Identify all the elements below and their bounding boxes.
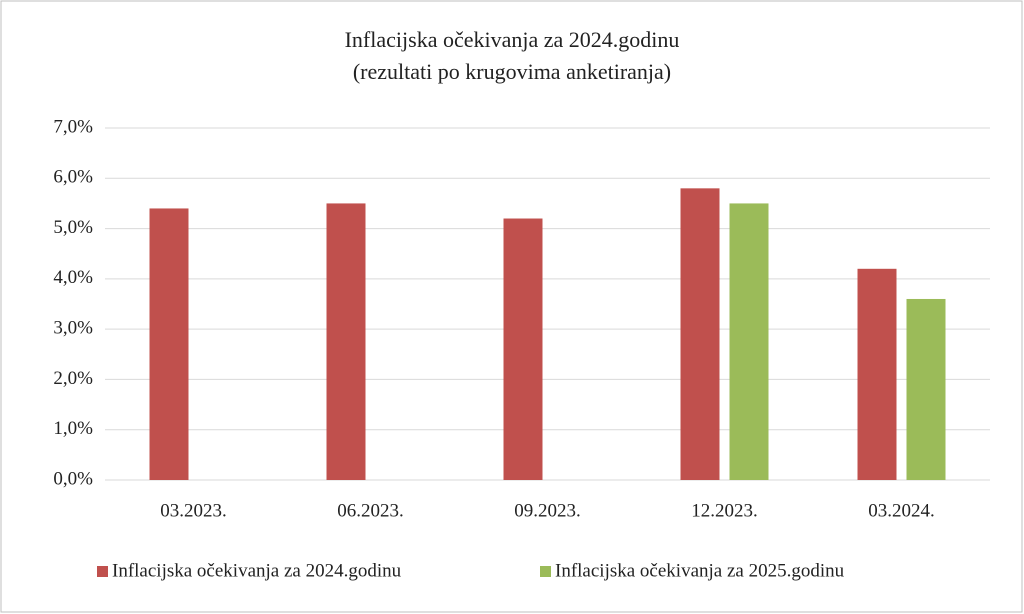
x-tick-label: 06.2023. [337,500,404,521]
legend-label: Inflacijska očekivanja za 2024.godinu [112,560,402,581]
x-tick-label: 09.2023. [514,500,581,521]
y-tick-label: 4,0% [53,267,93,288]
y-tick-label: 6,0% [53,167,93,188]
bar [326,203,366,480]
bar [729,203,769,480]
y-tick-label: 7,0% [53,116,93,137]
x-tick-label: 12.2023. [691,500,758,521]
y-tick-label: 0,0% [53,468,93,489]
y-tick-label: 1,0% [53,418,93,439]
bar [503,218,543,480]
legend-swatch [97,566,108,577]
y-tick-label: 2,0% [53,368,93,389]
bar [680,188,720,481]
y-tick-label: 3,0% [53,318,93,339]
chart-title: Inflacijska očekivanja za 2024.godinu [345,27,680,52]
chart-subtitle: (rezultati po krugovima anketiranja) [353,59,671,84]
x-tick-label: 03.2024. [868,500,935,521]
bar [906,298,946,480]
legend-label: Inflacijska očekivanja za 2025.godinu [555,560,845,581]
bar [857,268,897,480]
legend-swatch [540,566,551,577]
y-tick-label: 5,0% [53,217,93,238]
x-tick-label: 03.2023. [160,500,227,521]
bar [149,208,189,480]
